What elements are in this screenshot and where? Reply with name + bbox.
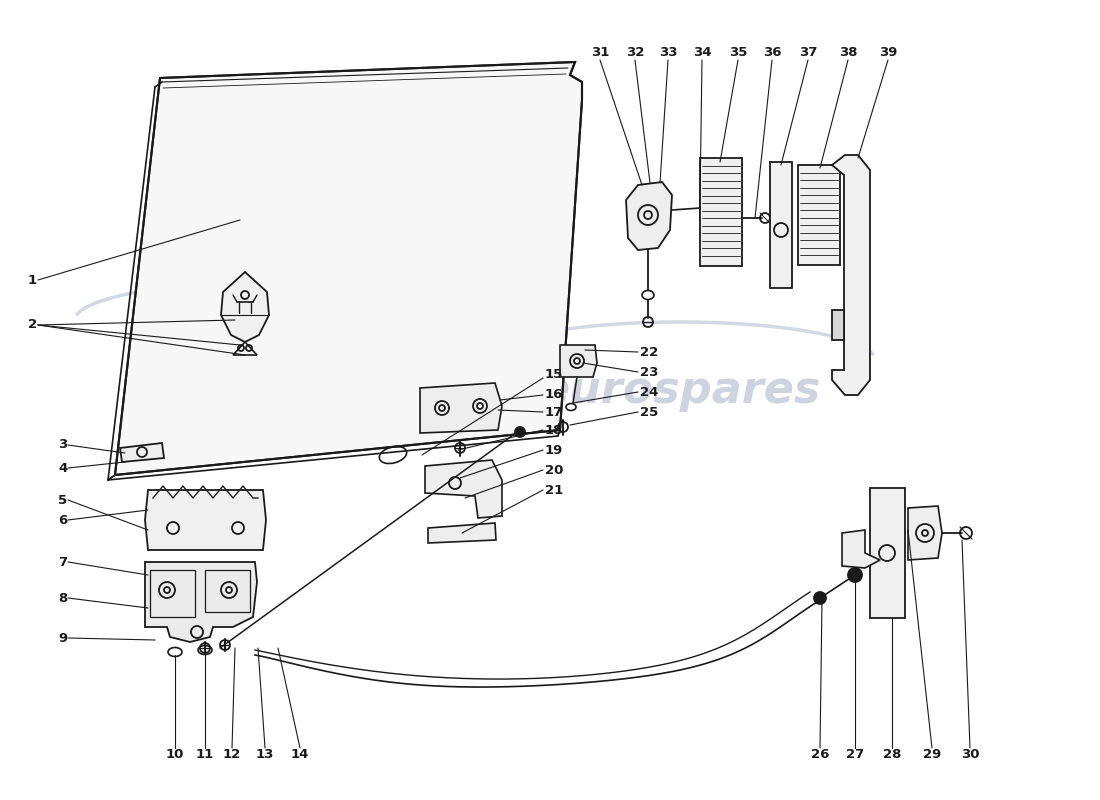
Circle shape — [848, 568, 862, 582]
Circle shape — [515, 427, 525, 437]
Polygon shape — [221, 272, 270, 342]
Polygon shape — [700, 158, 743, 266]
Text: 17: 17 — [544, 406, 563, 418]
Text: 15: 15 — [544, 369, 563, 382]
Text: 18: 18 — [544, 423, 563, 437]
Text: 26: 26 — [811, 749, 829, 762]
Text: 30: 30 — [960, 749, 979, 762]
Text: 6: 6 — [58, 514, 67, 526]
Text: 14: 14 — [290, 749, 309, 762]
Polygon shape — [870, 488, 905, 618]
Polygon shape — [832, 155, 870, 395]
Polygon shape — [560, 345, 597, 377]
Text: 11: 11 — [196, 749, 214, 762]
Text: 23: 23 — [640, 366, 659, 378]
Text: 36: 36 — [762, 46, 781, 58]
Text: 21: 21 — [544, 483, 563, 497]
Polygon shape — [120, 443, 164, 462]
Text: 32: 32 — [626, 46, 645, 58]
Text: 3: 3 — [58, 438, 67, 451]
Text: 22: 22 — [640, 346, 658, 358]
Text: 28: 28 — [883, 749, 901, 762]
Text: 7: 7 — [58, 555, 67, 569]
Text: 13: 13 — [256, 749, 274, 762]
Text: 27: 27 — [846, 749, 865, 762]
Text: 10: 10 — [166, 749, 184, 762]
Polygon shape — [700, 200, 720, 220]
Text: 34: 34 — [693, 46, 712, 58]
Text: 5: 5 — [58, 494, 67, 506]
Text: 31: 31 — [591, 46, 609, 58]
Polygon shape — [798, 165, 840, 265]
Polygon shape — [425, 460, 502, 518]
Text: 9: 9 — [58, 631, 67, 645]
Polygon shape — [428, 523, 496, 543]
Text: 4: 4 — [58, 462, 67, 474]
Text: eurospares: eurospares — [539, 369, 821, 411]
Text: 1: 1 — [28, 274, 37, 286]
Polygon shape — [626, 182, 672, 250]
Polygon shape — [908, 506, 942, 560]
Text: 24: 24 — [640, 386, 659, 398]
Text: eurospares: eurospares — [130, 329, 410, 371]
Text: 37: 37 — [799, 46, 817, 58]
Polygon shape — [145, 562, 257, 642]
Polygon shape — [420, 383, 502, 433]
Text: 39: 39 — [879, 46, 898, 58]
Text: 19: 19 — [544, 443, 563, 457]
Polygon shape — [770, 162, 792, 288]
Text: 25: 25 — [640, 406, 658, 418]
Text: 35: 35 — [729, 46, 747, 58]
Text: 16: 16 — [544, 389, 563, 402]
Text: 12: 12 — [223, 749, 241, 762]
Text: 33: 33 — [659, 46, 678, 58]
Circle shape — [814, 592, 826, 604]
Text: 2: 2 — [28, 318, 37, 331]
Polygon shape — [116, 62, 582, 475]
Text: 29: 29 — [923, 749, 942, 762]
Polygon shape — [145, 490, 266, 550]
Polygon shape — [832, 310, 844, 340]
Polygon shape — [842, 530, 880, 568]
Text: 38: 38 — [838, 46, 857, 58]
Text: 20: 20 — [544, 463, 563, 477]
Text: 8: 8 — [58, 591, 67, 605]
